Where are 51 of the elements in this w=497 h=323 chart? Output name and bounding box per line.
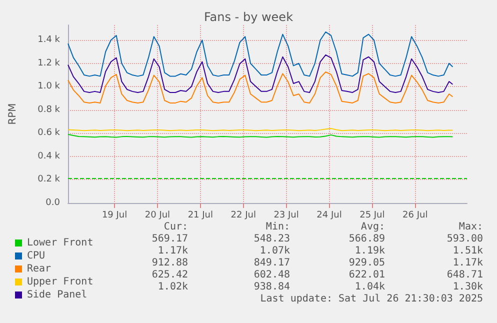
text: 1.02k bbox=[158, 282, 188, 292]
text: Max: bbox=[458, 222, 484, 232]
y-tick-label: 1.0 k bbox=[38, 82, 61, 92]
text: 1.30k bbox=[452, 282, 484, 292]
legend-label: CPU bbox=[27, 250, 46, 262]
text: 1.17k bbox=[452, 258, 484, 268]
text: 548.23 bbox=[254, 234, 290, 244]
x-tick-label: 20 Jul bbox=[144, 210, 170, 220]
y-tick-label: 0.8 k bbox=[38, 104, 61, 115]
x-tick-label: 24 Jul bbox=[316, 210, 342, 220]
text: 1.17k bbox=[158, 246, 188, 256]
x-tick-label: 19 Jul bbox=[102, 210, 128, 220]
text: 938.84 bbox=[254, 282, 290, 292]
y-tick-label: 0.2 k bbox=[38, 174, 61, 185]
text: 1.51k bbox=[452, 246, 484, 256]
text: 929.05 bbox=[348, 258, 385, 268]
x-tick-label: 25 Jul bbox=[360, 210, 385, 220]
text: Last update: Sat Jul 26 21:30:03 2025 bbox=[260, 294, 484, 304]
y-axis-title: RPM bbox=[8, 103, 18, 125]
legend-label: Side Panel bbox=[27, 290, 88, 300]
text: Min: bbox=[266, 222, 290, 232]
text: Cur: bbox=[164, 222, 188, 232]
x-tick-label: 21 Jul bbox=[188, 210, 213, 220]
legend-label: Upper Front bbox=[27, 276, 94, 288]
text: 648.71 bbox=[446, 270, 483, 280]
y-tick-label: 0.0 bbox=[46, 198, 60, 208]
x-tick-label: 23 Jul bbox=[274, 210, 299, 220]
line-series bbox=[68, 54, 454, 93]
y-tick-label: 0.6 k bbox=[38, 128, 61, 138]
text: 622.01 bbox=[348, 270, 385, 280]
text: 1.19k bbox=[354, 246, 386, 256]
chart-title: Fans - by week bbox=[204, 10, 294, 24]
line-series bbox=[68, 72, 454, 104]
text: 1.04k bbox=[354, 282, 386, 292]
x-tick-label: 22 Jul bbox=[230, 210, 256, 220]
y-tick-label: 0.4 k bbox=[38, 151, 61, 162]
text: Avg: bbox=[360, 222, 386, 232]
line-series bbox=[68, 31, 454, 77]
text: 849.17 bbox=[254, 258, 290, 268]
legend-label: Rear bbox=[27, 264, 52, 274]
text: 625.42 bbox=[152, 270, 188, 280]
legend-label: Lower Front bbox=[27, 238, 94, 248]
text: 566.89 bbox=[348, 234, 385, 244]
x-tick-label: 26 Jul bbox=[402, 210, 428, 220]
text: 593.00 bbox=[446, 234, 483, 244]
text: 602.48 bbox=[254, 270, 290, 280]
text: 1.07k bbox=[260, 246, 290, 256]
y-tick-label: 1.4 k bbox=[38, 35, 61, 46]
text: 569.17 bbox=[152, 234, 188, 244]
y-tick-label: 1.2 k bbox=[38, 58, 61, 68]
text: 912.88 bbox=[152, 258, 188, 268]
